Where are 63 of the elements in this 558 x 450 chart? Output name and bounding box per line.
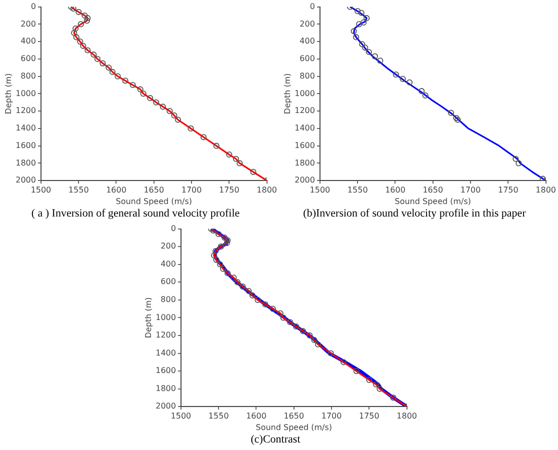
x-tick-label: 1700: [321, 411, 342, 420]
y-tick-label: 1000: [156, 312, 176, 322]
x-tick-label: 1650: [144, 185, 164, 194]
y-tick-label: 1000: [16, 88, 36, 98]
y-tick-label: 600: [160, 277, 176, 286]
x-axis-title: Sound Speed (m/s): [256, 423, 332, 432]
text: (c)Contrast: [250, 433, 300, 446]
y-axis-title: Depth (m): [144, 297, 153, 338]
y-tick-label: 200: [300, 19, 315, 28]
y-tick-label: 400: [160, 259, 176, 268]
y-tick-label: 200: [20, 19, 36, 28]
y-tick-label: 1800: [16, 158, 36, 168]
y-tick-label: 1200: [156, 330, 176, 340]
x-tick-label: 1650: [422, 185, 444, 194]
y-tick-label: 2000: [294, 176, 315, 185]
y-tick-label: 0: [30, 2, 36, 11]
text: (b)Inversion of sound velocity profile in this paper: [303, 207, 526, 220]
y-tick-label: 1600: [294, 140, 315, 150]
x-tick-label: 1750: [498, 185, 518, 194]
y-tick-label: 1800: [156, 384, 176, 393]
text: ( a ) Inversion of general sound velocity profile: [31, 207, 240, 220]
y-tick-label: 0: [170, 224, 176, 233]
x-tick-label: 1800: [256, 185, 277, 194]
y-tick-label: 2000: [156, 402, 176, 411]
x-tick-label: 1650: [284, 411, 304, 420]
y-axis-title: Depth (m): [282, 73, 292, 114]
y-tick-label: 1200: [294, 106, 315, 116]
x-tick-label: 1600: [385, 185, 406, 194]
y-tick-label: 1000: [294, 88, 315, 98]
y-tick-label: 400: [20, 36, 36, 46]
y-tick-label: 200: [160, 242, 176, 251]
x-tick-label: 1550: [347, 185, 368, 194]
y-tick-label: 1400: [16, 124, 36, 133]
x-tick-label: 1550: [68, 185, 89, 194]
x-tick-label: 1700: [181, 185, 202, 194]
y-tick-label: 1400: [156, 348, 176, 358]
y-tick-label: 400: [300, 36, 315, 46]
x-tick-label: 1750: [218, 185, 240, 194]
y-tick-label: 1600: [156, 366, 176, 376]
y-tick-label: 0: [310, 2, 315, 11]
x-axis-title: Sound Speed (m/s): [394, 197, 472, 206]
x-tick-label: 1500: [310, 185, 330, 194]
y-axis-title: Depth (m): [4, 73, 13, 114]
x-tick-label: 1550: [208, 411, 229, 420]
y-tick-label: 800: [160, 295, 176, 304]
y-tick-label: 1400: [294, 124, 315, 133]
y-tick-label: 600: [20, 54, 36, 64]
x-tick-label: 1500: [30, 185, 52, 194]
x-tick-label: 1700: [460, 185, 481, 194]
y-tick-label: 2000: [16, 176, 36, 185]
y-tick-label: 600: [300, 54, 315, 64]
x-tick-label: 1800: [536, 185, 556, 194]
x-axis-title: Sound Speed (m/s): [116, 197, 192, 206]
y-tick-label: 1800: [294, 158, 315, 168]
x-tick-label: 1500: [170, 411, 192, 420]
y-tick-label: 800: [20, 71, 36, 80]
x-tick-label: 1750: [358, 411, 380, 420]
y-tick-label: 800: [300, 71, 315, 80]
y-tick-label: 1200: [16, 106, 36, 116]
x-tick-label: 1600: [246, 411, 266, 420]
x-tick-label: 1600: [106, 185, 126, 194]
x-tick-label: 1800: [396, 411, 417, 420]
y-tick-label: 1600: [16, 140, 36, 150]
